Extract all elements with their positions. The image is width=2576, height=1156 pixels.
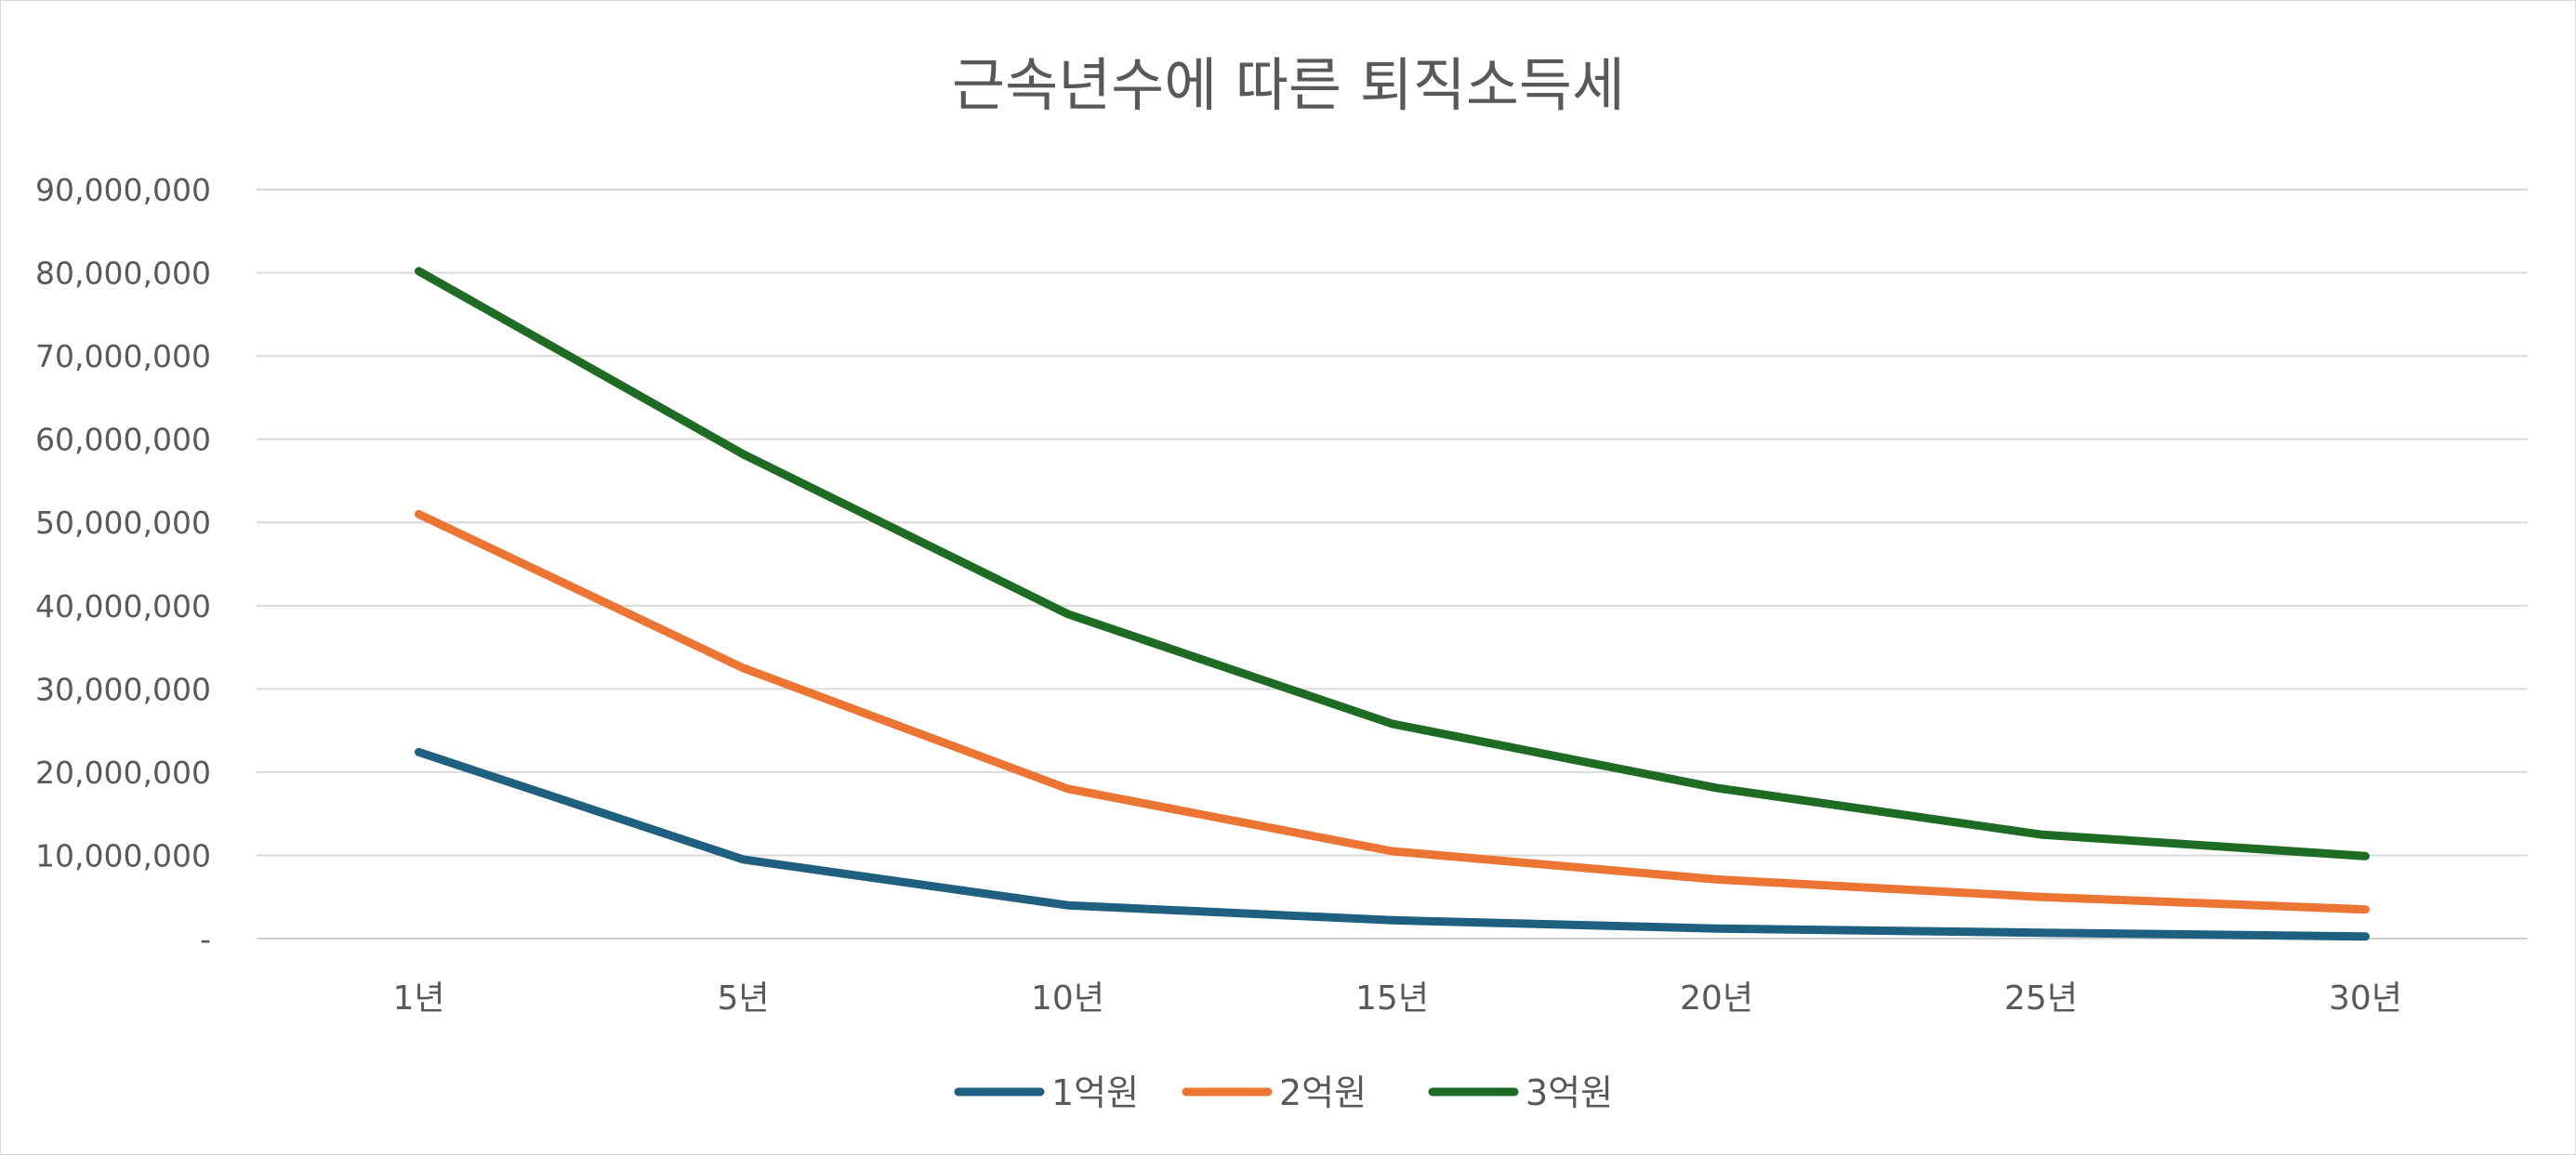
legend-label: 1억원 [1051,1072,1139,1113]
y-tick-label: 80,000,000 [35,256,211,292]
gridlines [257,189,2528,939]
series-line-2 [415,509,2370,914]
chart-title: 근속년수에 따른 퇴직소득세 [952,51,1625,119]
x-tick-label: 25년 [2004,979,2078,1018]
x-tick-label: 1년 [392,979,444,1018]
x-tick-label: 15년 [1355,979,1429,1018]
y-tick-label: 90,000,000 [35,172,211,208]
x-tick-label: 30년 [2329,979,2402,1018]
y-tick-label: - [200,921,211,957]
legend-label: 2억원 [1279,1072,1367,1113]
series-line-3 [415,267,2370,860]
x-tick-label: 20년 [1680,979,1753,1018]
y-tick-label: 70,000,000 [35,338,211,374]
y-tick-label: 20,000,000 [35,755,211,791]
legend: 1억원 2억원 3억원 [954,1072,1613,1113]
y-tick-label: 30,000,000 [35,671,211,707]
series-lines [415,267,2370,941]
series-line-1 [415,747,2370,941]
y-tick-label: 10,000,000 [35,837,211,874]
x-tick-label: 10년 [1031,979,1104,1018]
y-axis-labels: - 10,000,000 20,000,000 30,000,000 40,000,00… [35,172,211,957]
x-axis-labels: 1년 5년 10년 15년 20년 25년 30년 [392,979,2401,1018]
y-tick-label: 40,000,000 [35,588,211,624]
x-tick-label: 5년 [717,979,769,1018]
legend-label: 3억원 [1526,1072,1613,1113]
y-tick-label: 60,000,000 [35,422,211,458]
y-tick-label: 50,000,000 [35,505,211,541]
